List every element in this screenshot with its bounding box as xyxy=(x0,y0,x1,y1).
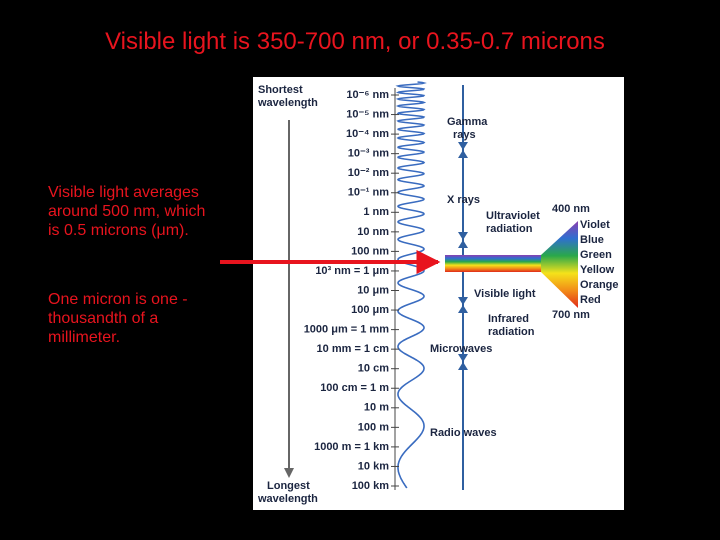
wavelength-label: 10 km xyxy=(358,460,389,472)
spectrum-label: 400 nm xyxy=(552,203,590,215)
region-label: Gamma xyxy=(447,116,488,128)
visible-band xyxy=(445,255,542,272)
diagram-panel xyxy=(253,77,624,510)
label: Shortest xyxy=(258,84,303,96)
body-text: One micron is one -thousandth of a milli… xyxy=(48,291,188,346)
region-arrow xyxy=(458,362,468,370)
region-label: Visible light xyxy=(474,288,536,300)
color-label: Green xyxy=(580,249,612,261)
arrow-head xyxy=(284,468,294,478)
region-label: radiation xyxy=(488,326,535,338)
label: wavelength xyxy=(257,97,318,109)
color-label: Blue xyxy=(580,234,604,246)
slide-title: Visible light is 350-700 nm, or 0.35-0.7… xyxy=(105,28,605,55)
wavelength-label: 100 nm xyxy=(351,245,389,257)
wavelength-label: 1000 μm = 1 mm xyxy=(304,324,390,336)
wavelength-label: 10³ nm = 1 μm xyxy=(315,265,389,277)
wavelength-label: 10 mm = 1 cm xyxy=(317,343,390,355)
wavelength-label: 10⁻³ nm xyxy=(348,148,389,160)
region-arrow xyxy=(458,232,468,240)
wavelength-label: 10 μm xyxy=(357,284,389,296)
region-arrow xyxy=(458,240,468,248)
wavelength-label: 1 nm xyxy=(363,206,389,218)
region-label: Microwaves xyxy=(430,343,492,355)
wavelength-label: 10⁻⁵ nm xyxy=(346,108,389,120)
region-label: Infrared xyxy=(488,313,529,325)
wave xyxy=(395,81,427,489)
region-label: X rays xyxy=(447,194,480,206)
region-label: rays xyxy=(453,129,476,141)
color-label: Orange xyxy=(580,279,619,291)
region-arrow xyxy=(458,142,468,150)
wavelength-label: 100 km xyxy=(352,480,390,492)
region-arrow xyxy=(458,305,468,313)
wavelength-label: 10⁻⁶ nm xyxy=(346,89,389,101)
region-label: Radio waves xyxy=(430,427,497,439)
wavelength-label: 10⁻¹ nm xyxy=(348,187,389,199)
region-arrow xyxy=(458,150,468,158)
color-label: Yellow xyxy=(580,264,615,276)
wavelength-label: 10 nm xyxy=(357,226,389,238)
wavelength-label: 10⁻⁴ nm xyxy=(346,128,389,140)
wavelength-label: 10 m xyxy=(364,402,389,414)
color-label: Violet xyxy=(580,219,610,231)
wavelength-label: 100 m xyxy=(358,421,389,433)
body-text: Visible light averages around 500 nm, wh… xyxy=(48,184,206,239)
wavelength-label: 1000 m = 1 km xyxy=(314,441,389,453)
spectrum-label: 700 nm xyxy=(552,309,590,321)
wavelength-label: 10⁻² nm xyxy=(348,167,389,179)
wavelength-label: 100 μm xyxy=(351,304,389,316)
region-label: radiation xyxy=(486,223,533,235)
region-arrow xyxy=(458,354,468,362)
region-label: Ultraviolet xyxy=(486,210,540,222)
label: Longest xyxy=(267,480,310,492)
color-label: Red xyxy=(580,294,601,306)
label: wavelength xyxy=(257,493,318,505)
region-arrow xyxy=(458,297,468,305)
spectrum-fan xyxy=(541,221,578,308)
wavelength-label: 100 cm = 1 m xyxy=(320,382,389,394)
wavelength-label: 10 cm xyxy=(358,363,389,375)
